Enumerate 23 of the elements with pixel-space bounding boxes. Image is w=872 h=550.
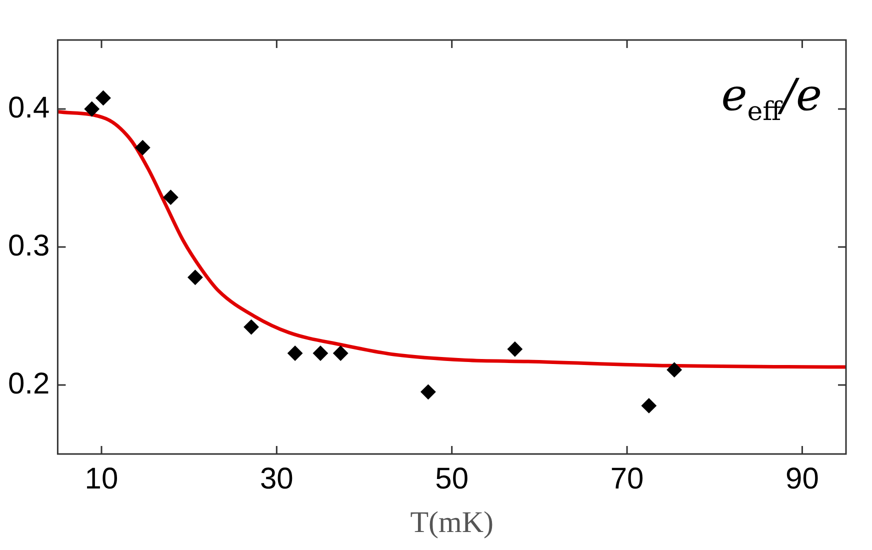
annotation: e$_{eff}$/e — [721, 70, 822, 127]
point — [288, 346, 303, 361]
point — [244, 320, 259, 335]
y-tick-label: 0.3 — [8, 229, 50, 262]
x-tick-label: 30 — [260, 462, 294, 496]
point — [641, 398, 656, 414]
point — [163, 190, 178, 205]
x-tick-label: 70 — [610, 462, 644, 496]
y-tick-label: 0.2 — [8, 367, 50, 400]
y-tick-label: 0.4 — [8, 91, 50, 124]
x-axis-title: T(mK) — [410, 506, 494, 539]
point — [84, 102, 100, 116]
point — [312, 346, 328, 361]
x-tick-label: 90 — [786, 462, 819, 496]
point — [666, 362, 682, 378]
x-tick-label: 50 — [435, 462, 469, 496]
point — [135, 140, 150, 156]
point — [96, 90, 111, 106]
point — [333, 346, 348, 361]
point — [420, 384, 436, 400]
point — [188, 270, 203, 285]
point — [507, 342, 522, 357]
x-tick-label: 10 — [84, 462, 118, 496]
